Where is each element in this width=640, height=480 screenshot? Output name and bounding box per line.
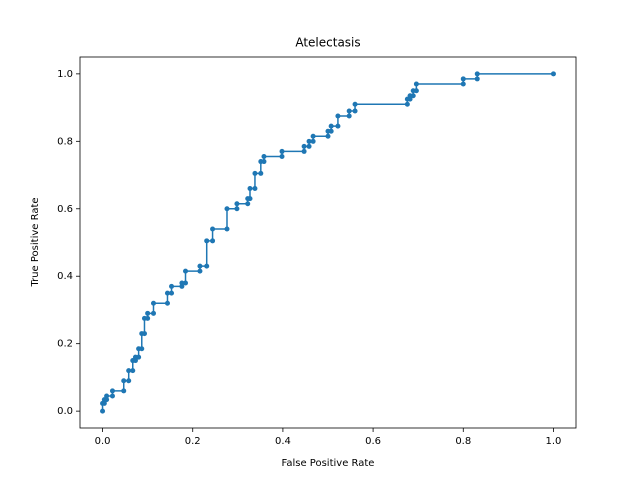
- plot-frame: [79, 56, 577, 429]
- roc-point: [234, 206, 240, 212]
- roc-point: [126, 378, 132, 384]
- x-tick-label: 1.0: [546, 436, 562, 447]
- x-axis-label: False Positive Rate: [282, 458, 375, 469]
- roc-point: [164, 300, 170, 306]
- roc-point: [247, 186, 253, 192]
- roc-point: [109, 393, 115, 399]
- roc-point: [141, 331, 147, 337]
- roc-point: [183, 280, 189, 286]
- x-tick-label: 0.0: [95, 436, 111, 447]
- roc-point: [204, 238, 210, 244]
- roc-point: [346, 108, 352, 114]
- roc-point: [306, 138, 312, 144]
- roc-point: [301, 148, 307, 154]
- roc-point: [164, 290, 170, 296]
- roc-point: [197, 268, 203, 274]
- roc-point: [204, 263, 210, 269]
- roc-point: [413, 81, 419, 87]
- roc-point: [210, 226, 216, 232]
- roc-point: [145, 315, 151, 321]
- roc-point: [335, 113, 341, 119]
- roc-point: [404, 101, 410, 107]
- roc-point: [352, 101, 358, 107]
- roc-point: [335, 123, 341, 129]
- roc-point: [136, 354, 142, 360]
- roc-point: [101, 400, 107, 406]
- roc-point: [306, 143, 312, 149]
- roc-point: [325, 133, 331, 139]
- roc-point: [352, 108, 358, 114]
- roc-point: [150, 300, 156, 306]
- y-tick-label: 0.8: [57, 136, 73, 147]
- roc-point: [261, 159, 267, 165]
- roc-point: [346, 113, 352, 119]
- y-tick-label: 0.0: [57, 406, 73, 417]
- roc-point: [247, 196, 253, 202]
- roc-point: [460, 76, 466, 82]
- x-tick-label: 0.8: [455, 436, 471, 447]
- roc-point: [169, 283, 175, 289]
- roc-point: [460, 81, 466, 87]
- roc-point: [126, 368, 132, 374]
- roc-point: [252, 186, 258, 192]
- y-tick-label: 0.4: [57, 271, 73, 282]
- y-tick-label: 0.2: [57, 339, 73, 350]
- roc-point: [474, 71, 480, 77]
- roc-point: [310, 133, 316, 139]
- x-tick-label: 0.4: [275, 436, 291, 447]
- roc-point: [100, 408, 106, 414]
- roc-point: [104, 393, 110, 399]
- roc-point: [258, 170, 264, 176]
- roc-point: [252, 170, 258, 176]
- roc-point: [279, 148, 285, 154]
- roc-point: [210, 238, 216, 244]
- roc-point: [139, 346, 145, 352]
- chart-title: Atelectasis: [295, 36, 360, 50]
- y-tick-label: 1.0: [57, 69, 73, 80]
- x-tick-label: 0.2: [185, 436, 201, 447]
- roc-point: [130, 368, 136, 374]
- roc-point: [109, 388, 115, 394]
- roc-point: [121, 388, 127, 394]
- roc-point: [328, 128, 334, 134]
- y-tick-label: 0.6: [57, 204, 73, 215]
- roc-point: [413, 88, 419, 94]
- roc-point: [234, 201, 240, 207]
- roc-point: [104, 397, 110, 403]
- roc-point: [150, 310, 156, 316]
- x-tick-label: 0.6: [365, 436, 381, 447]
- roc-point: [224, 226, 230, 232]
- roc-point: [279, 153, 285, 159]
- roc-point: [197, 263, 203, 269]
- roc-point: [474, 76, 480, 82]
- roc-point: [183, 268, 189, 274]
- roc-point: [310, 138, 316, 144]
- roc-point: [328, 123, 334, 129]
- roc-point: [145, 310, 151, 316]
- roc-point: [121, 378, 127, 384]
- y-axis-label: True Positive Rate: [30, 197, 41, 287]
- roc-point: [410, 93, 416, 99]
- roc-point: [224, 206, 230, 212]
- roc-point: [550, 71, 556, 77]
- roc-point: [301, 143, 307, 149]
- roc-point: [261, 153, 267, 159]
- roc-point: [179, 280, 185, 286]
- roc-point: [245, 201, 251, 207]
- roc-point: [169, 290, 175, 296]
